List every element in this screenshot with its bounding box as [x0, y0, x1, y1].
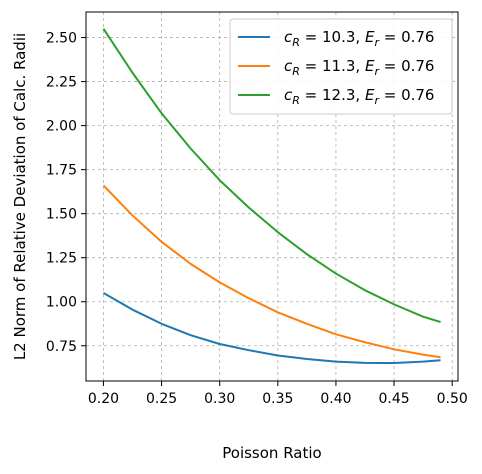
- legend-label-part: E: [365, 57, 375, 75]
- legend-label-part: r: [374, 36, 380, 49]
- series-line-3: [102, 28, 441, 323]
- series-lines: [102, 28, 441, 365]
- legend-label-part: R: [292, 94, 300, 107]
- legend-label-part: = 0.76: [379, 57, 435, 75]
- x-tick-label: 0.40: [320, 391, 351, 407]
- x-axis-label: Poisson Ratio: [222, 444, 321, 462]
- x-tick-label: 0.25: [146, 391, 177, 407]
- legend-label: cR = 12.3, Er = 0.76: [284, 86, 434, 107]
- y-tick-label: 1.75: [46, 163, 77, 179]
- legend-label-part: = 0.76: [379, 28, 435, 46]
- y-tick-label: 2.50: [46, 31, 77, 47]
- legend-label-part: c: [284, 57, 293, 75]
- legend-label-part: = 11.3,: [300, 57, 365, 75]
- series-line-2: [102, 184, 441, 359]
- y-tick-label: 0.75: [46, 339, 77, 355]
- legend-label-part: R: [292, 65, 300, 78]
- x-tick-label: 0.20: [88, 391, 119, 407]
- y-tick-label: 2.25: [46, 75, 77, 91]
- y-tick-label: 1.50: [46, 207, 77, 223]
- x-tick-label: 0.35: [262, 391, 293, 407]
- plot-frame: [85, 11, 459, 382]
- legend-label-part: = 0.76: [379, 86, 435, 104]
- y-axis-ticks: 0.75 1.00 1.25 1.50 1.75 2.00 2.25 2.50: [46, 31, 86, 355]
- legend-label-part: = 12.3,: [300, 86, 365, 104]
- series-line-1: [102, 292, 441, 365]
- x-tick-label: 0.50: [437, 391, 468, 407]
- y-tick-label: 1.25: [46, 251, 77, 267]
- legend-label-part: = 10.3,: [300, 28, 365, 46]
- legend-label-part: R: [292, 36, 300, 49]
- legend-label: cR = 11.3, Er = 0.76: [284, 57, 434, 78]
- x-axis-ticks: 0.20 0.25 0.30 0.35 0.40 0.45 0.50: [88, 381, 468, 407]
- legend-label-part: r: [374, 65, 380, 78]
- legend-label-part: E: [365, 28, 375, 46]
- x-tick-label: 0.30: [204, 391, 235, 407]
- y-axis-label: L2 Norm of Relative Deviation of Calc. R…: [11, 33, 29, 360]
- x-tick-label: 0.45: [378, 391, 409, 407]
- y-tick-label: 1.00: [46, 295, 77, 311]
- legend-label-part: E: [365, 86, 375, 104]
- y-tick-label: 2.00: [46, 119, 77, 135]
- legend-label: cR = 10.3, Er = 0.76: [284, 28, 434, 49]
- legend-label-part: c: [284, 86, 293, 104]
- legend-label-part: r: [374, 94, 380, 107]
- legend-box: [229, 18, 453, 115]
- legend-label-part: c: [284, 28, 293, 46]
